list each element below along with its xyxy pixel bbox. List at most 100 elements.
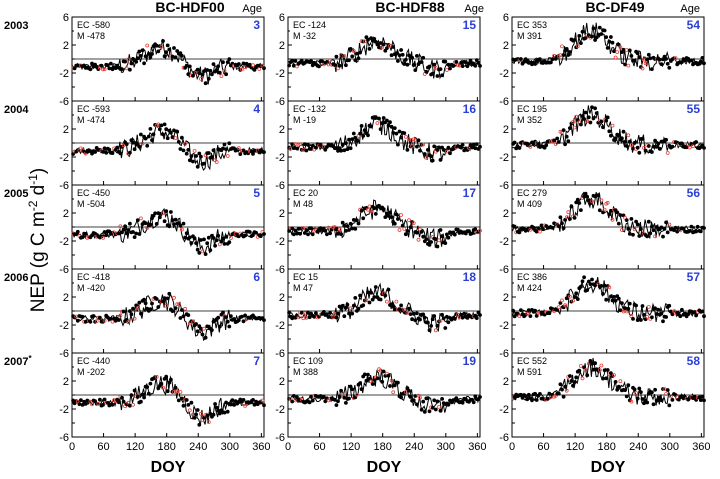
- ec-data-point: [294, 146, 299, 151]
- ec-data-point: [168, 210, 173, 214]
- ec-data-point: [195, 329, 200, 334]
- ec-data-point: [312, 314, 317, 319]
- ec-data-point: [328, 310, 333, 315]
- y-tick-label: -6: [59, 96, 69, 108]
- ec-annotation: EC 109: [293, 356, 323, 366]
- annotation-background: [290, 271, 336, 295]
- ec-data-point: [702, 145, 706, 150]
- ec-data-point: [205, 241, 210, 246]
- ec-data-point: [545, 396, 550, 401]
- ec-data-point: [224, 234, 229, 239]
- ec-data-point: [667, 65, 672, 70]
- ec-data-point: [127, 309, 132, 314]
- ec-data-point: [127, 67, 132, 72]
- ec-data-point: [262, 66, 266, 71]
- ec-data-point: [372, 295, 377, 299]
- ec-data-point: [93, 150, 97, 154]
- ec-data-point: [140, 48, 145, 53]
- ec-data-point: [405, 147, 410, 152]
- y-tick-label: -6: [59, 180, 69, 192]
- ec-data-point: [558, 215, 563, 220]
- age-value: 18: [463, 270, 477, 284]
- ec-data-point: [145, 385, 150, 389]
- ec-data-point: [197, 422, 202, 427]
- ec-data-point: [202, 161, 206, 166]
- ec-data-point: [602, 207, 607, 212]
- ec-data-point: [129, 312, 134, 317]
- ec-data-point: [287, 228, 292, 233]
- y-tick-label: 2: [279, 292, 285, 304]
- ec-data-point: [694, 313, 698, 318]
- ec-data-point: [241, 397, 246, 402]
- ec-data-point: [369, 209, 374, 214]
- ec-data-point: [631, 146, 635, 151]
- ec-data-point: [150, 301, 154, 306]
- ec-data-point: [361, 216, 366, 221]
- ec-data-point: [187, 408, 192, 413]
- ec-data-point: [107, 66, 112, 71]
- ec-data-point: [560, 221, 564, 226]
- ec-data-point: [538, 391, 542, 396]
- ec-data-point: [121, 399, 126, 404]
- ec-data-point: [597, 208, 602, 213]
- ec-data-point: [615, 210, 620, 215]
- ec-data-point: [386, 213, 391, 218]
- ec-data-point: [634, 219, 638, 224]
- ec-data-point: [151, 132, 156, 137]
- ec-data-point: [167, 291, 172, 296]
- ec-data-point: [354, 392, 359, 397]
- ec-data-point: [687, 145, 692, 150]
- ec-data-point: [422, 409, 427, 414]
- ec-data-point: [383, 293, 388, 298]
- ec-data-point: [653, 306, 657, 311]
- ec-data-point: [154, 297, 159, 301]
- ec-data-point: [383, 215, 388, 220]
- ec-data-point: [150, 52, 154, 56]
- ec-data-point: [375, 42, 380, 47]
- ec-data-point: [195, 164, 200, 169]
- ec-data-point: [418, 395, 422, 400]
- ec-data-point: [609, 133, 613, 138]
- ec-data-point: [645, 400, 650, 405]
- ec-data-point: [593, 106, 597, 111]
- ec-data-point: [650, 390, 654, 395]
- ec-data-point: [473, 227, 478, 232]
- y-tick-label: -6: [499, 96, 509, 108]
- ec-data-point: [556, 224, 561, 229]
- ec-data-point: [161, 211, 165, 216]
- ec-data-point: [591, 116, 596, 121]
- ec-data-point: [380, 121, 385, 125]
- ec-data-point: [395, 142, 400, 147]
- ec-data-point: [291, 63, 296, 68]
- ec-data-point: [585, 119, 590, 123]
- ec-data-point: [525, 311, 530, 316]
- ec-data-point: [107, 147, 112, 152]
- ec-data-point: [219, 239, 224, 244]
- ec-data-point: [157, 215, 162, 220]
- ec-data-point: [161, 299, 165, 304]
- ec-data-point: [366, 290, 370, 295]
- ec-data-point: [585, 288, 590, 293]
- ec-data-point: [164, 209, 169, 214]
- ec-data-point: [170, 54, 175, 59]
- ec-data-point: [348, 47, 353, 51]
- ec-data-point: [575, 44, 580, 49]
- ec-data-point: [170, 218, 175, 223]
- ec-data-point: [657, 57, 662, 62]
- ec-data-point: [146, 391, 151, 396]
- ec-data-point: [178, 316, 183, 320]
- ec-data-point: [340, 303, 345, 308]
- ec-data-point: [134, 59, 139, 64]
- ec-data-point: [186, 147, 191, 152]
- annotation-background: [74, 271, 120, 295]
- ec-data-point: [148, 381, 153, 386]
- ec-data-point: [433, 328, 438, 333]
- ec-data-point: [203, 335, 208, 340]
- ec-data-point: [336, 231, 340, 236]
- ec-data-point: [131, 306, 135, 311]
- ec-data-point: [162, 219, 167, 224]
- ec-data-point: [334, 403, 339, 408]
- ec-data-point: [156, 211, 161, 216]
- ec-data-point: [120, 395, 124, 400]
- ec-data-point: [154, 374, 159, 379]
